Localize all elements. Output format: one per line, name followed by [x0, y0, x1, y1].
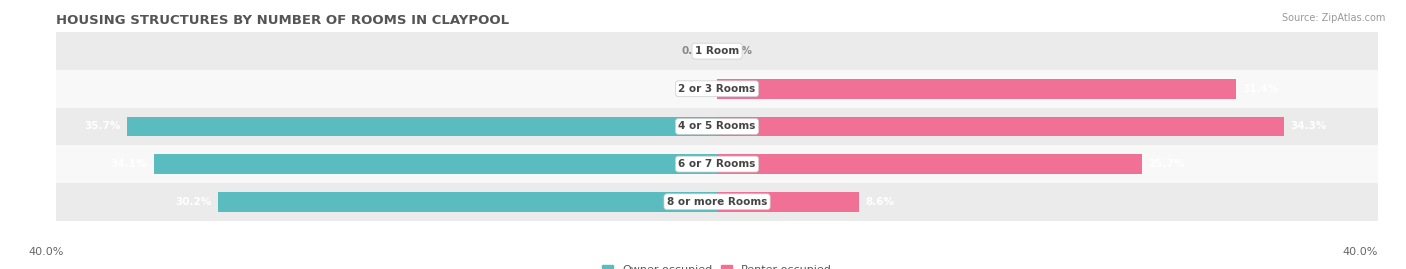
Text: 6 or 7 Rooms: 6 or 7 Rooms [678, 159, 756, 169]
Bar [56, 32, 1378, 70]
Text: Source: ZipAtlas.com: Source: ZipAtlas.com [1281, 13, 1385, 23]
Text: 8.6%: 8.6% [866, 197, 894, 207]
Text: 40.0%: 40.0% [28, 247, 63, 257]
Bar [153, 154, 717, 174]
Bar [128, 117, 717, 136]
Bar [717, 192, 859, 211]
Bar [218, 192, 717, 211]
Text: 30.2%: 30.2% [176, 197, 211, 207]
Text: 4 or 5 Rooms: 4 or 5 Rooms [678, 121, 756, 132]
Bar [56, 108, 1378, 145]
Text: 0.0%: 0.0% [724, 46, 752, 56]
Text: 40.0%: 40.0% [1343, 247, 1378, 257]
Text: 2 or 3 Rooms: 2 or 3 Rooms [679, 84, 755, 94]
Text: HOUSING STRUCTURES BY NUMBER OF ROOMS IN CLAYPOOL: HOUSING STRUCTURES BY NUMBER OF ROOMS IN… [56, 14, 509, 27]
Bar [717, 117, 1284, 136]
Bar [717, 154, 1142, 174]
Text: 31.4%: 31.4% [1243, 84, 1279, 94]
Legend: Owner-occupied, Renter-occupied: Owner-occupied, Renter-occupied [602, 265, 832, 269]
Text: 34.1%: 34.1% [111, 159, 148, 169]
Bar [56, 70, 1378, 108]
Text: 35.7%: 35.7% [84, 121, 121, 132]
Bar [56, 183, 1378, 221]
Text: 0.0%: 0.0% [682, 84, 710, 94]
Text: 8 or more Rooms: 8 or more Rooms [666, 197, 768, 207]
Text: 0.0%: 0.0% [682, 46, 710, 56]
Bar [717, 79, 1236, 98]
Text: 1 Room: 1 Room [695, 46, 740, 56]
Text: 25.7%: 25.7% [1149, 159, 1185, 169]
Text: 34.3%: 34.3% [1291, 121, 1327, 132]
Bar [56, 145, 1378, 183]
